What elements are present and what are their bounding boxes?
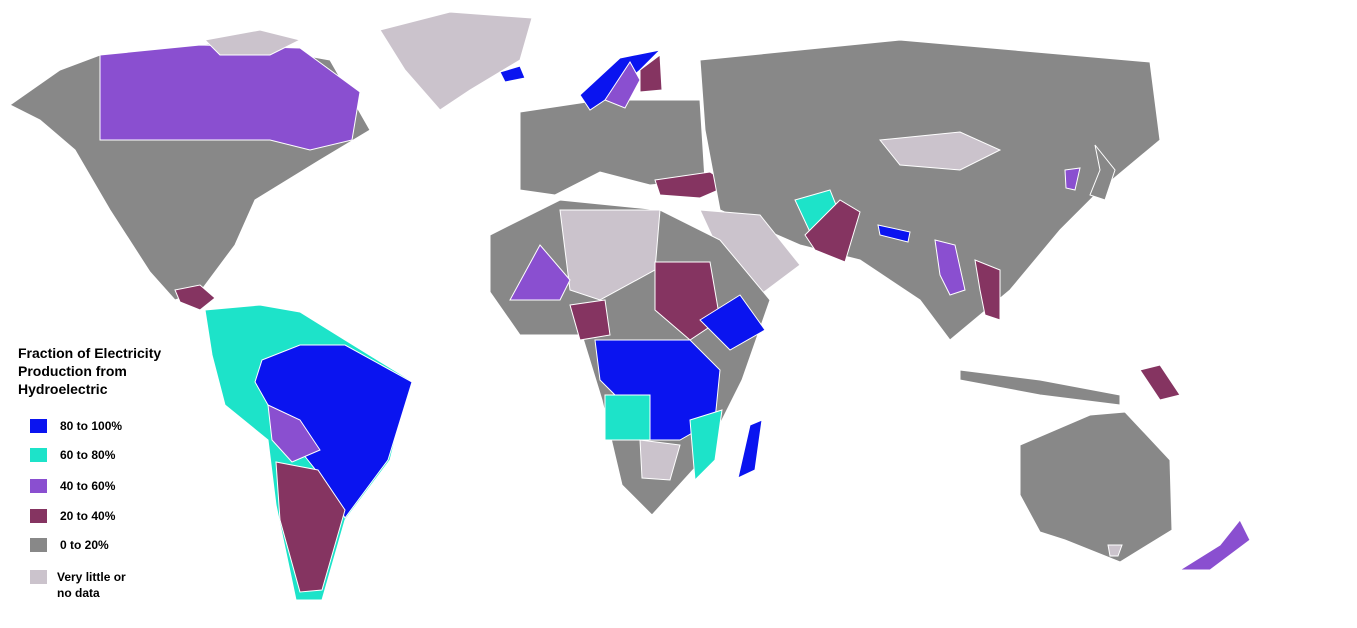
legend-label: 40 to 60%: [60, 479, 116, 493]
arctic-islands: [203, 29, 302, 56]
legend-swatch: [30, 448, 47, 462]
southern-africa: [639, 439, 681, 481]
papua-new-guinea: [1139, 364, 1181, 401]
landmasses: [9, 11, 1251, 601]
legend-label: no data: [57, 586, 100, 600]
mozambique: [689, 409, 723, 482]
argentina: [275, 461, 346, 593]
australia: [1019, 411, 1173, 563]
legend-label: 60 to 80%: [60, 448, 116, 462]
legend-swatch: [30, 509, 47, 523]
bolivia: [267, 404, 321, 463]
tasmania: [1107, 544, 1123, 557]
nigeria: [569, 299, 611, 341]
korea: [1064, 167, 1081, 191]
legend-label: Very little or: [57, 570, 126, 584]
central-america: [174, 284, 216, 311]
legend-swatch: [30, 479, 47, 493]
brazil: [254, 344, 413, 519]
legend-title: Production from: [18, 363, 127, 379]
legend-title: Fraction of Electricity: [18, 345, 161, 361]
greenland: [379, 11, 533, 111]
indochina: [974, 259, 1001, 321]
angola: [604, 394, 651, 441]
europe: [519, 99, 706, 196]
legend-swatch: [30, 419, 47, 433]
finland: [639, 54, 663, 93]
pakistan: [804, 199, 861, 263]
indonesia: [959, 369, 1121, 406]
ethiopia: [699, 294, 766, 351]
nepal: [877, 224, 911, 243]
japan: [1089, 144, 1116, 201]
legend-label: 80 to 100%: [60, 419, 122, 433]
legend-swatch: [30, 570, 47, 584]
mali: [509, 244, 571, 301]
iceland: [499, 65, 526, 83]
central-africa: [594, 339, 721, 441]
myanmar: [934, 239, 966, 296]
madagascar: [737, 419, 763, 479]
legend-swatch: [30, 538, 47, 552]
legend-title: Hydroelectric: [18, 381, 108, 397]
asia: [699, 39, 1161, 341]
mongolia: [879, 131, 1002, 171]
legend: Fraction of Electricity Production from Hy…: [18, 345, 161, 600]
legend-label: 0 to 20%: [60, 538, 109, 552]
turkey: [654, 171, 732, 199]
legend-label: 20 to 40%: [60, 509, 116, 523]
new-zealand: [1178, 519, 1251, 571]
sahara: [559, 209, 661, 301]
